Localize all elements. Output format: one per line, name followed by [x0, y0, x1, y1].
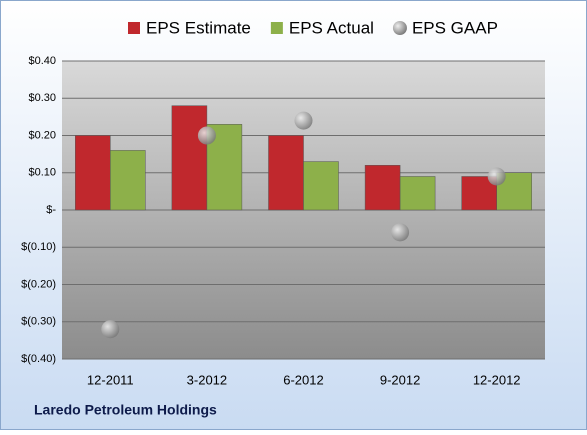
- y-tick-label: $0.40: [28, 55, 56, 67]
- bar: [303, 161, 339, 211]
- y-tick-label: $0.20: [28, 129, 56, 141]
- legend-label: EPS Actual: [289, 18, 374, 37]
- legend-label: EPS GAAP: [412, 18, 498, 37]
- bar: [110, 150, 146, 211]
- y-tick-label: $-: [46, 204, 56, 216]
- y-tick-label: $(0.10): [21, 241, 56, 253]
- marker: [294, 111, 313, 130]
- bar: [399, 176, 436, 211]
- legend-marker: [392, 21, 407, 35]
- y-tick-label: $(0.30): [21, 316, 56, 328]
- legend-marker: [270, 22, 283, 34]
- y-tick-label: $0.30: [28, 92, 56, 104]
- bar: [171, 105, 208, 211]
- marker: [197, 126, 216, 145]
- bar: [364, 165, 401, 211]
- x-tick-label: 6-2012: [283, 372, 323, 387]
- marker: [101, 320, 120, 339]
- x-tick-label: 12-2012: [473, 372, 521, 387]
- y-tick-label: $(0.40): [21, 353, 56, 365]
- bar: [75, 135, 111, 211]
- marker: [487, 167, 506, 186]
- x-tick-label: 12-2011: [87, 372, 134, 387]
- y-tick-label: $0.10: [28, 167, 56, 179]
- legend-label: EPS Estimate: [146, 18, 251, 37]
- legend-marker: [128, 22, 140, 34]
- x-tick-label: 3-2012: [187, 372, 227, 387]
- chart-title: Laredo Petroleum Holdings: [34, 402, 217, 418]
- marker: [391, 223, 410, 242]
- bar: [268, 135, 304, 211]
- y-tick-label: $(0.20): [21, 278, 56, 290]
- x-tick-label: 9-2012: [380, 372, 420, 387]
